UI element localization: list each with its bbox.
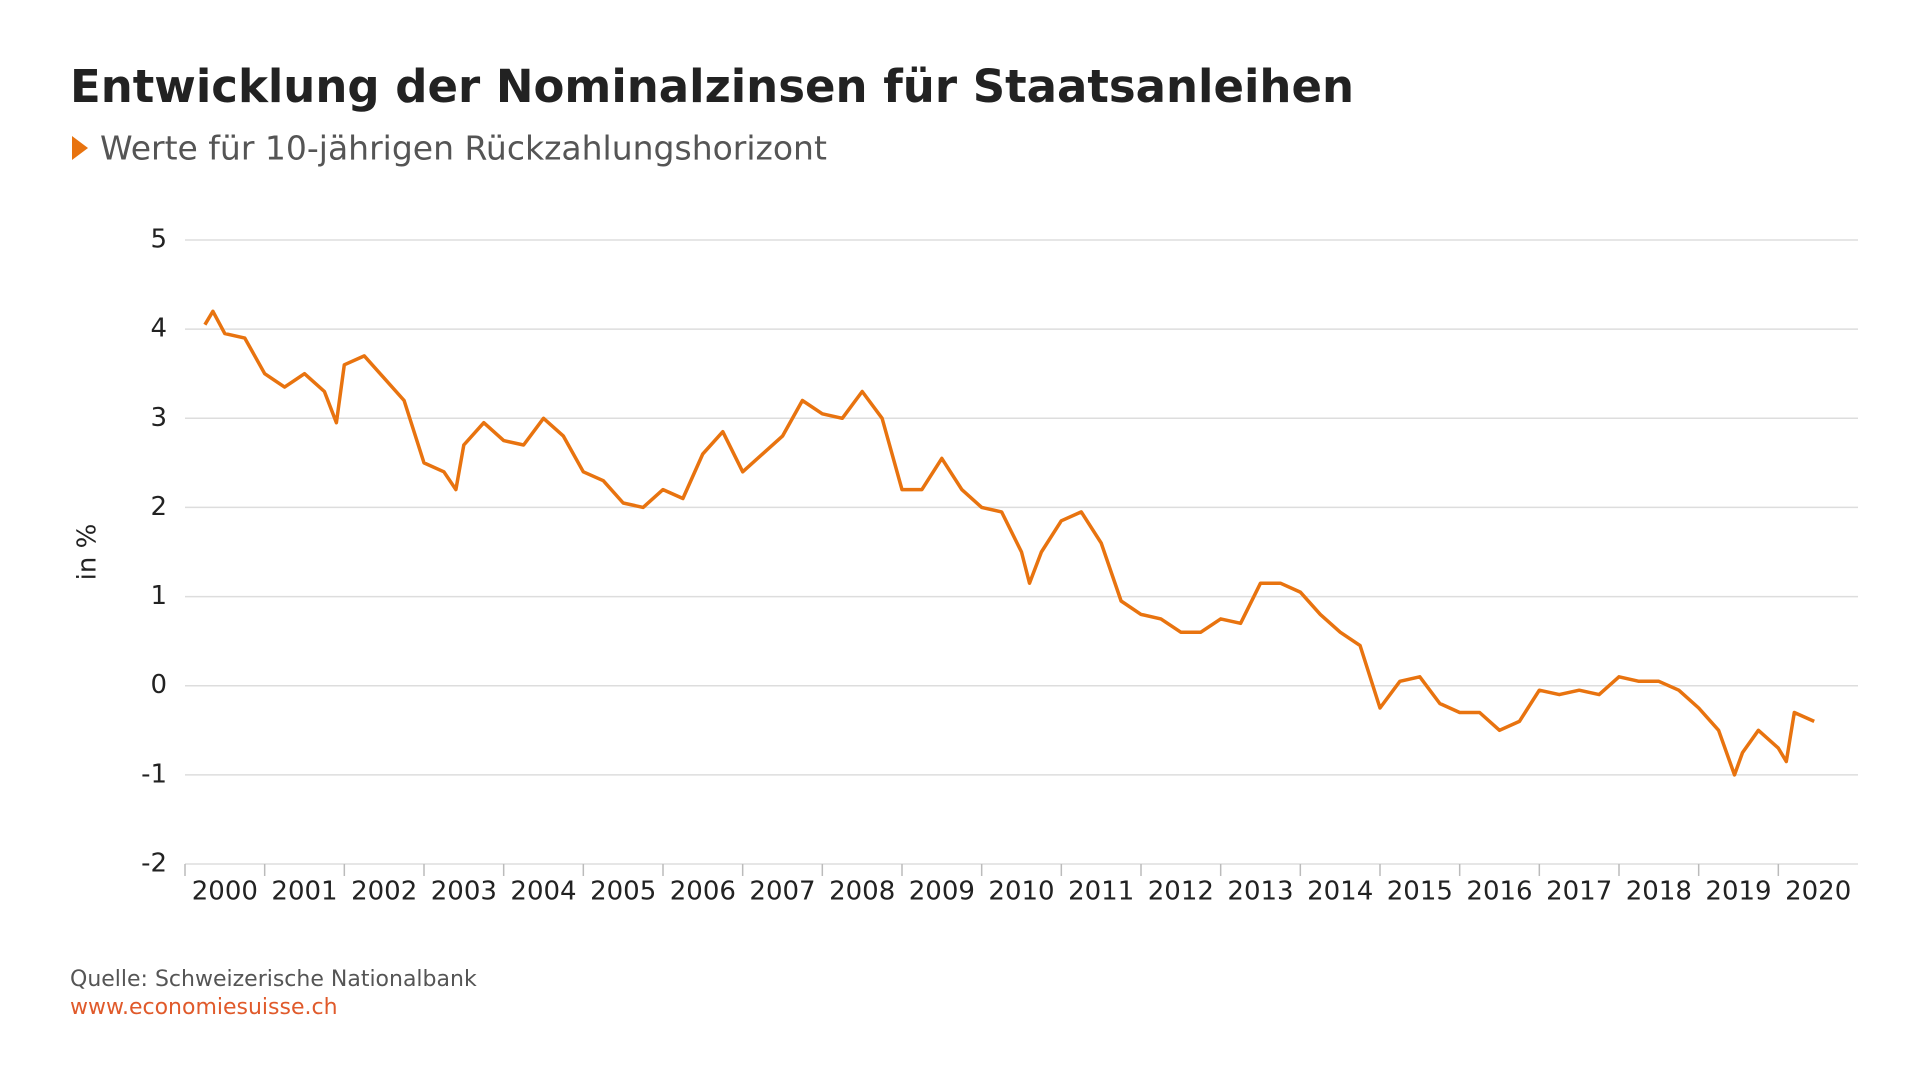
x-tick-label: 2018 [1626, 877, 1692, 907]
chart-title: Entwicklung der Nominalzinsen für Staats… [70, 60, 1354, 113]
x-tick-label: 2009 [909, 877, 975, 907]
x-tick-label: 2016 [1466, 877, 1532, 907]
y-tick-label: 5 [150, 225, 167, 255]
line-series [203, 309, 1815, 777]
source: Quelle: Schweizerische Nationalbank [70, 967, 477, 992]
x-tick-label: 2001 [271, 877, 337, 907]
x-tick-label: 2005 [590, 877, 656, 907]
y-tick-label: 2 [150, 492, 167, 522]
x-tick-label: 2013 [1227, 877, 1293, 907]
x-tick-label: 2003 [431, 877, 497, 907]
y-tick-label: 0 [150, 670, 167, 700]
y-tick-label: -1 [141, 759, 167, 789]
x-tick-label: 2004 [510, 877, 576, 907]
x-tick-label: 2019 [1705, 877, 1771, 907]
website[interactable]: www.economiesuisse.ch [70, 995, 338, 1020]
y-tick-label: -2 [141, 849, 167, 879]
x-tick-label: 2000 [192, 877, 258, 907]
x-tick-label: 2006 [670, 877, 736, 907]
x-tick-label: 2012 [1148, 877, 1214, 907]
y-tick-label: 4 [150, 314, 167, 344]
chart-subtitle: Werte für 10-jährigen Rückzahlungshorizo… [100, 129, 827, 168]
subtitle-marker [72, 136, 88, 160]
y-axis-label: in % [73, 524, 103, 581]
x-tick-label: 2007 [749, 877, 815, 907]
x-tick-label: 2017 [1546, 877, 1612, 907]
x-tick-label: 2015 [1387, 877, 1453, 907]
y-tick-label: 3 [150, 403, 167, 433]
x-tick-label: 2020 [1785, 877, 1851, 907]
x-tick-label: 2002 [351, 877, 417, 907]
y-tick-label: 1 [150, 581, 167, 611]
x-tick-label: 2011 [1068, 877, 1134, 907]
x-tick-label: 2014 [1307, 877, 1373, 907]
x-tick-label: 2008 [829, 877, 895, 907]
x-tick-label: 2010 [988, 877, 1054, 907]
